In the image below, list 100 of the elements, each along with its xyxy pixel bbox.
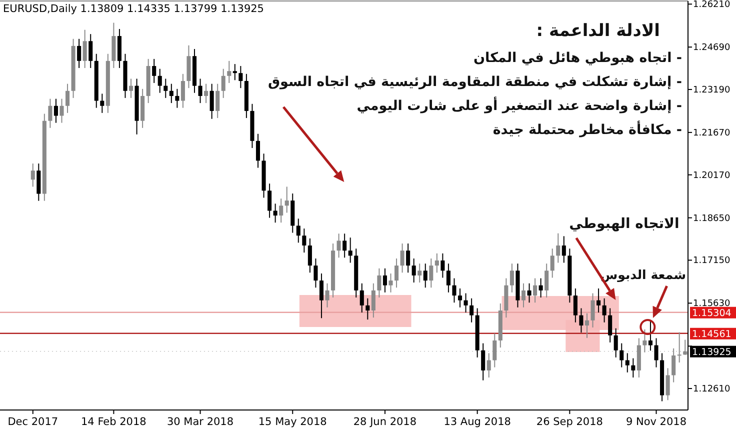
candlestick xyxy=(412,258,416,284)
candlestick xyxy=(152,58,156,84)
candlestick xyxy=(400,243,404,274)
candlestick xyxy=(562,236,566,264)
x-tick-label: 28 Jun 2018 xyxy=(353,416,417,428)
candlestick xyxy=(579,308,584,334)
candlestick xyxy=(394,258,399,288)
x-tick-label: 30 Mar 2018 xyxy=(166,416,234,428)
candlestick xyxy=(614,328,618,358)
candlestick xyxy=(620,342,624,368)
candlestick xyxy=(648,320,652,352)
candlestick xyxy=(366,298,370,320)
candlestick xyxy=(492,332,497,368)
y-tick-label: 1.20170 xyxy=(693,170,730,181)
candlestick xyxy=(470,298,474,323)
ref-line-label: 1.14561 xyxy=(692,328,732,340)
y-tick-label: 1.17150 xyxy=(693,256,730,266)
candlestick xyxy=(481,342,486,381)
candlestick xyxy=(100,93,104,114)
candlestick xyxy=(683,339,688,356)
candlestick xyxy=(434,252,439,274)
annotation: - اتجاه هبوطي هائل في المكان xyxy=(473,50,682,66)
candlestick xyxy=(77,38,82,68)
candlestick xyxy=(538,278,543,298)
candlestick xyxy=(486,352,491,378)
candlestick xyxy=(308,238,312,274)
candlestick xyxy=(268,183,272,218)
x-tick-label: 9 Nov 2018 xyxy=(626,416,687,428)
y-tick-label: 1.12610 xyxy=(693,384,730,395)
candlestick xyxy=(175,88,180,108)
candlestick xyxy=(164,78,168,98)
candlestick xyxy=(458,288,462,308)
candlestick xyxy=(284,186,289,214)
candlestick xyxy=(60,98,64,124)
candlestick xyxy=(128,78,134,98)
candlestick xyxy=(216,83,220,119)
candlestick xyxy=(382,268,387,293)
candlestick xyxy=(348,237,352,264)
annotation: الاتجاه الهبوطي xyxy=(569,216,680,232)
candlestick xyxy=(169,83,174,104)
annotation: - إشارة واضحة عند التصغير أو على شارت اليومي xyxy=(356,96,682,114)
candlestick xyxy=(584,312,590,338)
candlestick xyxy=(423,263,428,288)
candlestick xyxy=(325,282,330,308)
candlestick xyxy=(544,263,549,298)
annotation: الادلة الداعمة : xyxy=(536,21,660,41)
y-tick-label: 1.18650 xyxy=(693,214,730,224)
annotation: - إشارة تشكلت في منطقة المقاومة الرئيسية في اتجاه السوق xyxy=(268,74,682,90)
candlestick xyxy=(388,272,393,293)
candlestick xyxy=(446,263,450,293)
y-tick-label: 1.26210 xyxy=(693,0,730,10)
x-tick-label: 14 Feb 2018 xyxy=(81,416,146,428)
candlestick xyxy=(596,288,601,313)
candlestick xyxy=(533,278,538,304)
candlestick xyxy=(336,233,341,258)
candlestick xyxy=(654,338,658,368)
candlestick xyxy=(602,298,606,323)
candlestick xyxy=(88,34,93,68)
candlestick xyxy=(631,358,636,378)
candlestick xyxy=(273,203,278,224)
candlestick xyxy=(677,332,682,364)
x-tick-label: 26 Sep 2018 xyxy=(536,416,603,428)
candlestick xyxy=(521,282,526,308)
ref-line-label: 1.15304 xyxy=(692,308,732,319)
candlestick xyxy=(319,272,324,319)
x-tick-label: Dec 2017 xyxy=(8,416,58,428)
candlestick xyxy=(464,292,468,313)
chart-title: EURUSD,Daily 1.13809 1.14335 1.13799 1.13925 xyxy=(3,3,264,15)
y-tick-label: 1.21670 xyxy=(693,128,730,138)
candlestick xyxy=(625,352,630,373)
candlestick xyxy=(48,98,52,128)
candlestick xyxy=(221,68,226,98)
candlestick xyxy=(30,163,35,188)
candlestick xyxy=(360,282,364,313)
candlestick xyxy=(36,163,41,202)
x-tick-label: 13 Aug 2018 xyxy=(444,416,511,428)
candlestick xyxy=(238,66,243,89)
candlestick xyxy=(227,60,232,84)
candlestick xyxy=(666,368,670,401)
candlestick xyxy=(608,308,612,343)
candlestick xyxy=(672,348,676,383)
candlestick xyxy=(452,278,456,304)
candlestick xyxy=(440,252,445,278)
candlestick xyxy=(180,73,185,108)
candlestick xyxy=(65,83,70,114)
candlestick xyxy=(302,228,306,254)
ref-line-label: 1.13925 xyxy=(692,346,732,358)
candlestick xyxy=(371,282,376,318)
candlestick xyxy=(54,98,58,124)
y-tick-label: 1.24690 xyxy=(693,43,730,54)
candlestick xyxy=(573,288,578,323)
y-tick-label: 1.23190 xyxy=(693,85,730,96)
candlestick xyxy=(510,263,514,293)
candlestick xyxy=(204,83,208,104)
candlestick xyxy=(232,64,237,81)
candlestick xyxy=(296,218,300,244)
candlestick xyxy=(256,133,260,168)
candlestick xyxy=(406,243,410,274)
candlestick xyxy=(158,68,162,94)
candlestick xyxy=(342,233,347,258)
